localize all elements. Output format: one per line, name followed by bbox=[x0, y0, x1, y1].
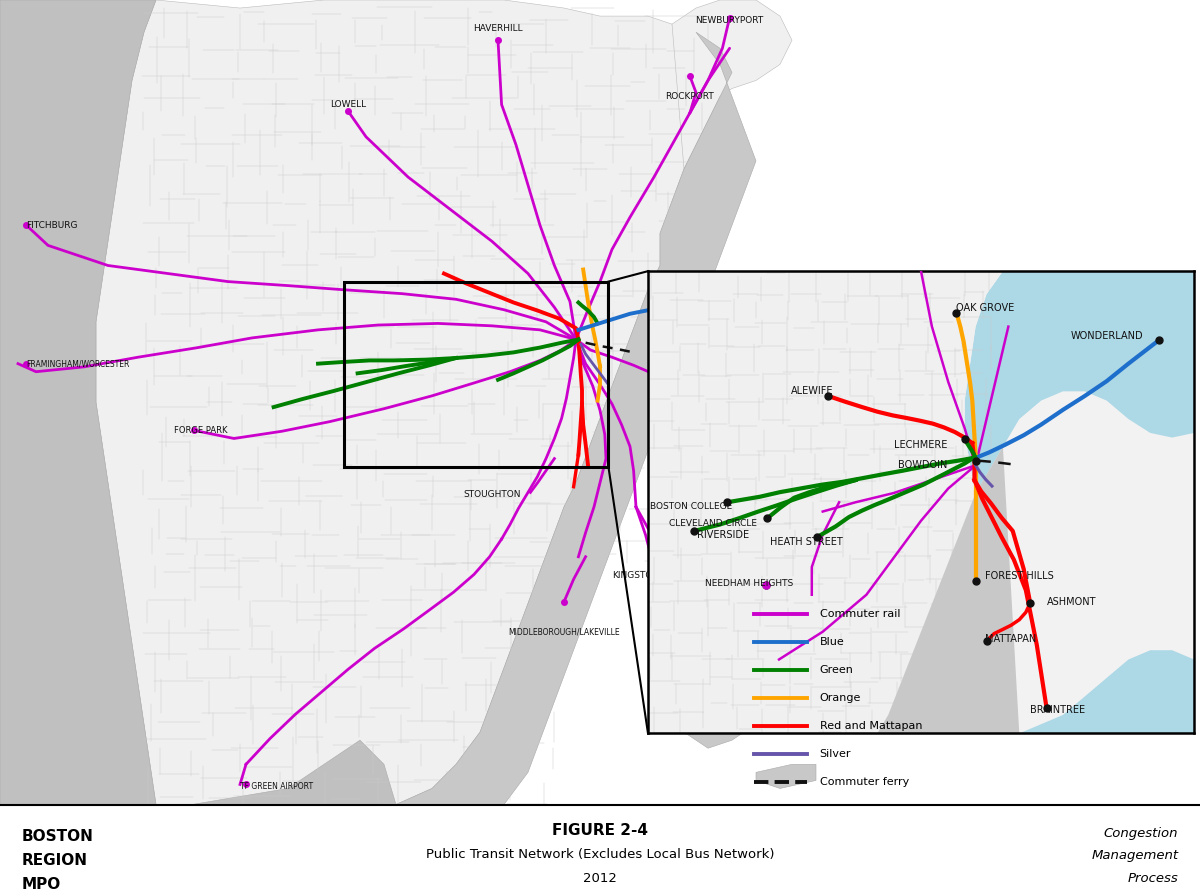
Polygon shape bbox=[1019, 650, 1194, 733]
Text: 2012: 2012 bbox=[583, 872, 617, 885]
Text: CLEVELAND CIRCLE: CLEVELAND CIRCLE bbox=[670, 518, 757, 527]
Text: FIGURE 2-4: FIGURE 2-4 bbox=[552, 823, 648, 838]
Text: FOREST HILLS: FOREST HILLS bbox=[985, 572, 1054, 581]
Text: 8 Miles: 8 Miles bbox=[848, 707, 880, 716]
Polygon shape bbox=[0, 0, 156, 805]
Text: Process: Process bbox=[1128, 872, 1178, 885]
Text: FITCHBURG: FITCHBURG bbox=[26, 220, 78, 229]
Text: Orange: Orange bbox=[820, 693, 860, 702]
Text: PLYMOUTH: PLYMOUTH bbox=[720, 571, 768, 580]
Text: 4: 4 bbox=[802, 707, 806, 716]
Polygon shape bbox=[877, 447, 1019, 733]
Text: WONDERLAND: WONDERLAND bbox=[1070, 331, 1142, 340]
Text: Blue: Blue bbox=[820, 637, 845, 646]
Text: Commuter ferry: Commuter ferry bbox=[820, 777, 908, 787]
Text: Congestion: Congestion bbox=[1104, 827, 1178, 840]
Polygon shape bbox=[648, 271, 1003, 733]
Polygon shape bbox=[780, 580, 864, 644]
Text: MATTAPAN: MATTAPAN bbox=[985, 634, 1037, 644]
Text: ROCKPORT: ROCKPORT bbox=[666, 92, 714, 101]
Text: FORGE PARK: FORGE PARK bbox=[174, 426, 228, 435]
Text: NEWBURYPORT: NEWBURYPORT bbox=[696, 16, 763, 25]
Text: HEATH STREET: HEATH STREET bbox=[770, 537, 842, 547]
Text: FRAMINGHAM/WORCESTER: FRAMINGHAM/WORCESTER bbox=[26, 359, 130, 368]
Text: RIVERSIDE: RIVERSIDE bbox=[697, 530, 749, 540]
Text: ALEWIFE: ALEWIFE bbox=[791, 387, 833, 396]
Text: TF GREEN AIRPORT: TF GREEN AIRPORT bbox=[240, 782, 313, 791]
Polygon shape bbox=[756, 765, 816, 789]
Polygon shape bbox=[672, 0, 792, 169]
Polygon shape bbox=[684, 692, 768, 749]
Text: NEEDHAM HEIGHTS: NEEDHAM HEIGHTS bbox=[704, 579, 793, 588]
Text: MIDDLEBOROUGH/LAKEVILLE: MIDDLEBOROUGH/LAKEVILLE bbox=[508, 627, 620, 636]
Polygon shape bbox=[96, 0, 732, 805]
Text: ASHMONT: ASHMONT bbox=[1046, 597, 1096, 606]
Text: 0: 0 bbox=[742, 707, 746, 716]
Text: Red and Mattapan: Red and Mattapan bbox=[820, 721, 922, 731]
Text: BOWDOIN: BOWDOIN bbox=[898, 461, 947, 470]
Polygon shape bbox=[965, 271, 1194, 493]
Polygon shape bbox=[156, 741, 396, 805]
Text: HAVERHILL: HAVERHILL bbox=[473, 24, 523, 33]
Text: BOSTON: BOSTON bbox=[22, 829, 94, 844]
Text: Management: Management bbox=[1091, 849, 1178, 862]
Text: N: N bbox=[1146, 651, 1158, 665]
Text: STOUGHTON: STOUGHTON bbox=[463, 491, 521, 500]
Text: LOWELL: LOWELL bbox=[330, 100, 366, 109]
Polygon shape bbox=[396, 32, 756, 805]
Bar bbox=[344, 282, 608, 467]
Text: BRAINTREE: BRAINTREE bbox=[1031, 705, 1085, 716]
Text: BOSTON COLLEGE: BOSTON COLLEGE bbox=[650, 502, 733, 511]
Text: OAK GROVE: OAK GROVE bbox=[956, 303, 1015, 313]
Text: Silver: Silver bbox=[820, 749, 851, 758]
Text: LECHMERE: LECHMERE bbox=[894, 439, 947, 450]
Text: Public Transit Network (Excludes Local Bus Network): Public Transit Network (Excludes Local B… bbox=[426, 847, 774, 861]
Text: MPO: MPO bbox=[22, 877, 61, 889]
Text: Green: Green bbox=[820, 665, 853, 675]
Text: KINGSTON: KINGSTON bbox=[612, 571, 660, 580]
Text: REGION: REGION bbox=[22, 853, 88, 868]
Text: Commuter rail: Commuter rail bbox=[820, 609, 900, 619]
Text: GREENBUSH: GREENBUSH bbox=[708, 438, 764, 447]
